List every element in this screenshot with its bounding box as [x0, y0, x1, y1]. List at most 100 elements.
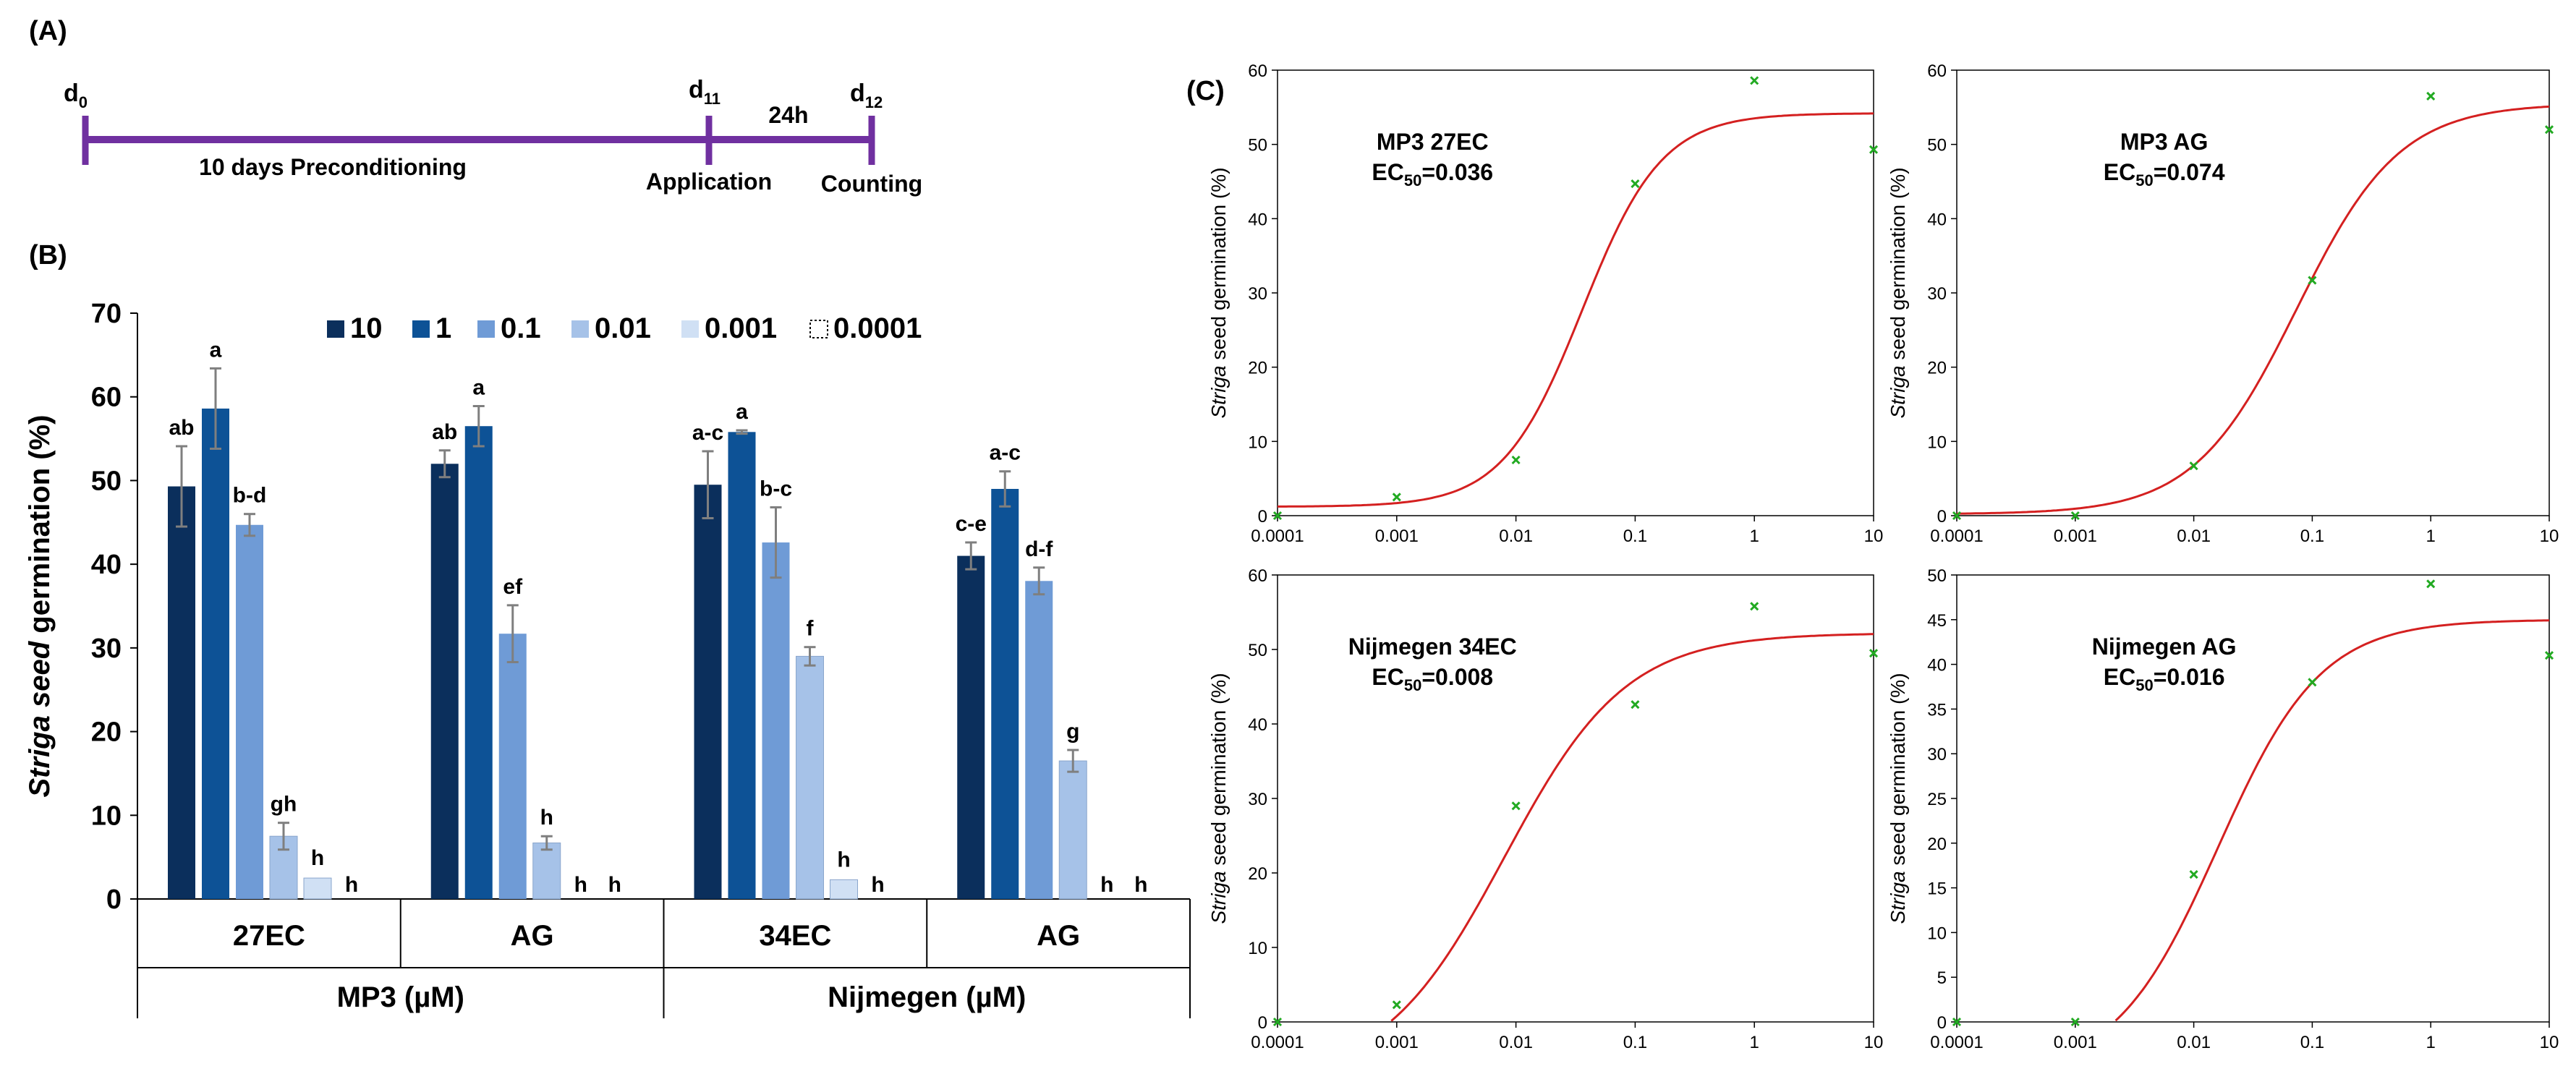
- significance-letter: h: [574, 873, 587, 897]
- x-tick-label: 0.001: [2054, 1033, 2097, 1052]
- bar: [303, 877, 332, 900]
- y-tick-label: 10: [91, 801, 122, 831]
- y-tick-label: 50: [91, 466, 122, 496]
- legend-swatch: [571, 320, 589, 338]
- x-tick-label: 1: [1750, 1033, 1759, 1052]
- significance-letter: a: [472, 375, 485, 399]
- y-tick-label: 10: [1927, 432, 1947, 452]
- data-point: [2544, 651, 2554, 660]
- timeline-application: Application: [646, 169, 772, 195]
- y-tick-label: 40: [91, 550, 122, 580]
- data-point: [2426, 91, 2436, 101]
- x-tick-label: 0.01: [2177, 527, 2211, 546]
- bar: [991, 489, 1019, 899]
- data-point: [1952, 511, 1962, 521]
- y-tick-label: 20: [1248, 864, 1267, 884]
- ec50-label: EC50=0.074: [2104, 159, 2225, 189]
- x-tick-label: 0.1: [1623, 527, 1647, 546]
- x-tick-label: 0.001: [2054, 527, 2097, 546]
- significance-letter: a-c: [692, 421, 723, 445]
- bar: [202, 408, 229, 899]
- data-point: [1631, 700, 1640, 709]
- y-tick-label: 10: [1248, 939, 1267, 958]
- significance-letter: h: [837, 848, 850, 871]
- bar: [1058, 760, 1087, 900]
- y-tick-label: 35: [1927, 700, 1947, 720]
- y-tick-label: 5: [1937, 968, 1947, 988]
- bar: [168, 486, 195, 899]
- timeline-counting: Counting: [821, 171, 922, 197]
- category-label: AG: [511, 920, 554, 952]
- x-tick-label: 0.0001: [1930, 527, 1983, 546]
- significance-letter: ef: [503, 575, 523, 599]
- group-label: Nijmegen (µM): [828, 981, 1026, 1013]
- significance-letter: ab: [169, 416, 194, 440]
- dose-response-plot: 0 10 20 30 40 50 60 0.0001 0.001 0.01 0.1 1 10 Striga…: [1887, 61, 2559, 546]
- y-tick-label: 0: [1937, 1013, 1947, 1033]
- data-point: [1869, 649, 1879, 658]
- bar: [762, 542, 790, 899]
- y-axis-label: Striga seed germination (%): [1207, 673, 1230, 924]
- y-tick-label: 30: [91, 634, 122, 664]
- y-tick-label: 50: [1248, 136, 1267, 155]
- bar: [957, 555, 985, 899]
- y-tick-label: 20: [1927, 359, 1947, 378]
- category-label: AG: [1037, 920, 1080, 952]
- x-tick-label: 0.0001: [1251, 527, 1304, 546]
- timeline-interval: 24h: [768, 102, 808, 128]
- y-tick-label: 30: [1248, 284, 1267, 304]
- y-axis-label: Striga seed germination (%): [24, 415, 56, 798]
- category-label: 34EC: [759, 920, 831, 952]
- dose-response-plot: 0 10 20 30 40 50 60 0.0001 0.001 0.01 0.1 1 10 Striga…: [1207, 61, 1883, 546]
- significance-letter: h: [345, 873, 358, 897]
- y-tick-label: 0: [1258, 507, 1267, 527]
- y-axis-label: Striga seed germination (%): [1887, 673, 1909, 924]
- data-point: [2308, 678, 2317, 687]
- x-tick-label: 1: [2426, 527, 2436, 546]
- bar: [796, 655, 824, 900]
- plot-title: Nijmegen 34EC: [1348, 634, 1517, 660]
- ec50-label: EC50=0.008: [1372, 664, 1493, 694]
- data-point: [2070, 1017, 2080, 1027]
- data-point: [1952, 1017, 1962, 1027]
- fit-curve: [1956, 105, 2550, 515]
- significance-letter: h: [1100, 873, 1113, 897]
- significance-letter: b-d: [233, 484, 267, 508]
- x-tick-label: 10: [2540, 527, 2559, 546]
- group-label: MP3 (µM): [337, 981, 464, 1013]
- y-axis-label: Striga seed germination (%): [1207, 167, 1230, 418]
- y-tick-label: 10: [1927, 924, 1947, 943]
- bar: [532, 842, 561, 900]
- legend-label: 0.0001: [833, 312, 922, 344]
- panel-b-label: (B): [29, 240, 67, 270]
- significance-letter: h: [871, 873, 884, 897]
- plot-title: MP3 27EC: [1377, 129, 1489, 155]
- bar: [1025, 581, 1053, 899]
- y-tick-label: 50: [1248, 641, 1267, 660]
- x-tick-label: 0.0001: [1930, 1033, 1983, 1052]
- y-tick-label: 60: [1248, 566, 1267, 586]
- x-tick-label: 10: [1864, 527, 1884, 546]
- y-tick-label: 30: [1248, 790, 1267, 809]
- x-tick-label: 0.1: [2300, 527, 2324, 546]
- x-tick-label: 0.1: [2300, 1033, 2324, 1052]
- legend-label: 10: [350, 312, 383, 344]
- timeline-precondition: 10 days Preconditioning: [199, 154, 467, 180]
- legend-swatch: [327, 320, 344, 338]
- significance-letter: c-e: [956, 512, 987, 536]
- fit-curve: [1390, 633, 1874, 1022]
- significance-letter: g: [1066, 720, 1079, 743]
- bar: [430, 464, 459, 899]
- x-tick-label: 0.1: [1623, 1033, 1647, 1052]
- bar: [728, 432, 756, 899]
- data-point: [2308, 276, 2317, 285]
- y-tick-label: 0: [106, 885, 122, 915]
- significance-letter: ab: [432, 420, 457, 444]
- data-point: [2189, 869, 2198, 879]
- plot-title: MP3 AG: [2120, 129, 2209, 155]
- data-point: [1750, 76, 1759, 85]
- y-tick-label: 15: [1927, 879, 1947, 899]
- bar: [236, 524, 263, 899]
- fit-curve: [2114, 619, 2550, 1022]
- significance-letter: a: [736, 400, 748, 424]
